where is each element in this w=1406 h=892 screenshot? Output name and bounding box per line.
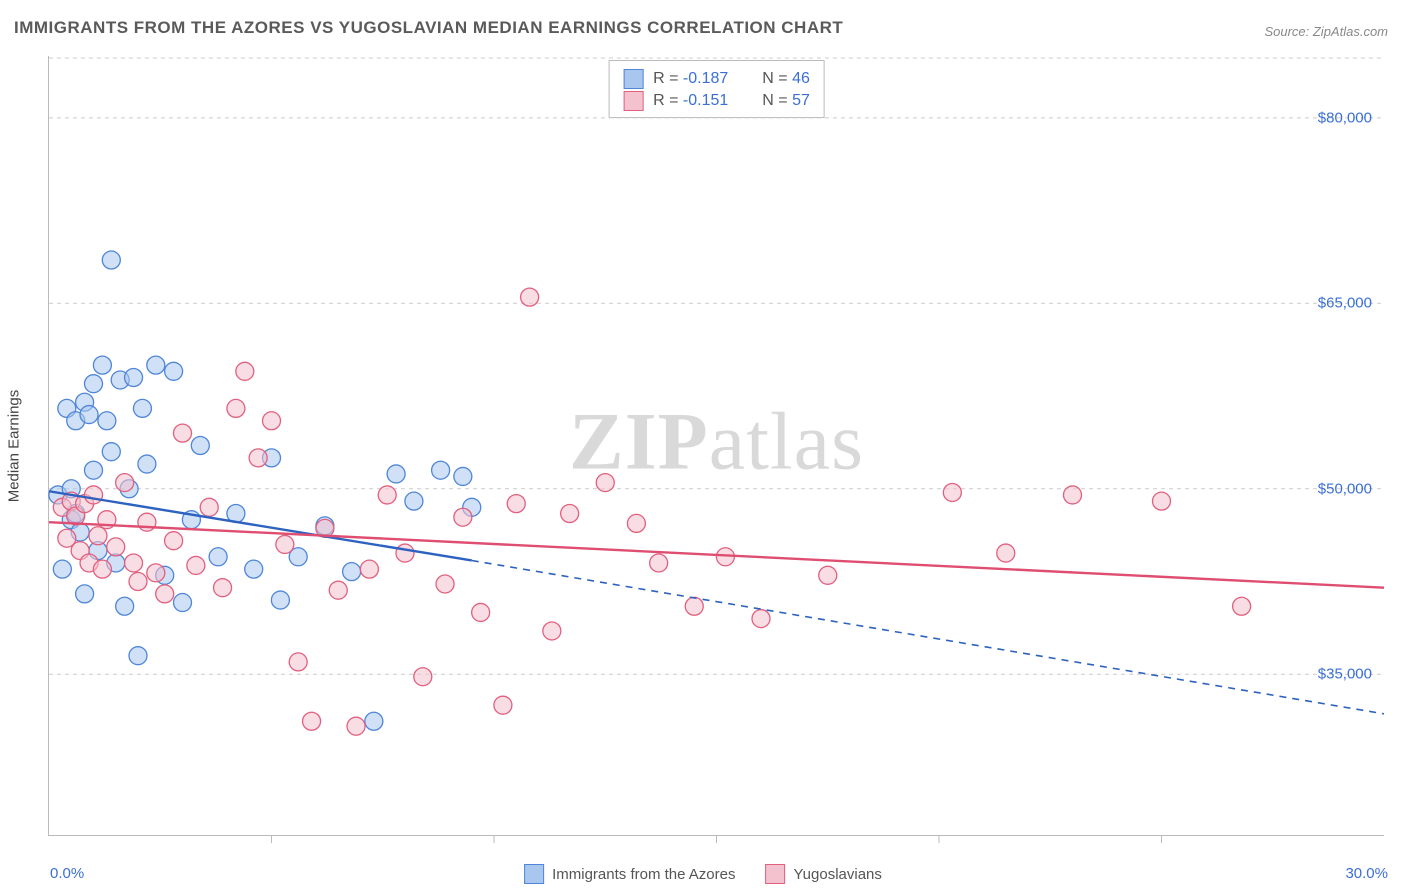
legend-label-1: Yugoslavians <box>794 866 882 883</box>
y-tick-label: $80,000 <box>1318 109 1372 126</box>
chart-title: IMMIGRANTS FROM THE AZORES VS YUGOSLAVIA… <box>14 18 843 38</box>
legend-item-1: Yugoslavians <box>766 864 882 884</box>
y-tick-label: $50,000 <box>1318 480 1372 497</box>
legend-swatch-1 <box>766 864 786 884</box>
x-tick-max: 30.0% <box>1345 865 1388 882</box>
source-label: Source: ZipAtlas.com <box>1264 24 1388 39</box>
legend-item-0: Immigrants from the Azores <box>524 864 735 884</box>
y-tick-label: $65,000 <box>1318 295 1372 312</box>
chart-svg <box>49 56 1384 835</box>
legend-swatch-0 <box>524 864 544 884</box>
bottom-legend: Immigrants from the Azores Yugoslavians <box>524 864 882 884</box>
y-axis-label: Median Earnings <box>6 390 23 503</box>
plot-area: ZIPatlas R = -0.187 N = 46 R = -0.151 N … <box>48 56 1384 836</box>
legend-label-0: Immigrants from the Azores <box>552 866 735 883</box>
x-tick-min: 0.0% <box>50 865 84 882</box>
y-tick-label: $35,000 <box>1318 666 1372 683</box>
